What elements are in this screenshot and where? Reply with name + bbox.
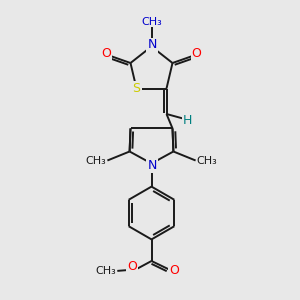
Text: O: O [128,260,137,273]
Text: N: N [147,38,157,52]
Text: O: O [102,46,111,60]
Text: CH₃: CH₃ [85,155,106,166]
Text: S: S [133,82,140,95]
Text: N: N [147,159,157,172]
Text: CH₃: CH₃ [95,266,116,277]
Text: O: O [169,263,179,277]
Text: CH₃: CH₃ [196,155,218,166]
Text: CH₃: CH₃ [141,16,162,27]
Text: H: H [183,113,192,127]
Text: O: O [192,46,201,60]
